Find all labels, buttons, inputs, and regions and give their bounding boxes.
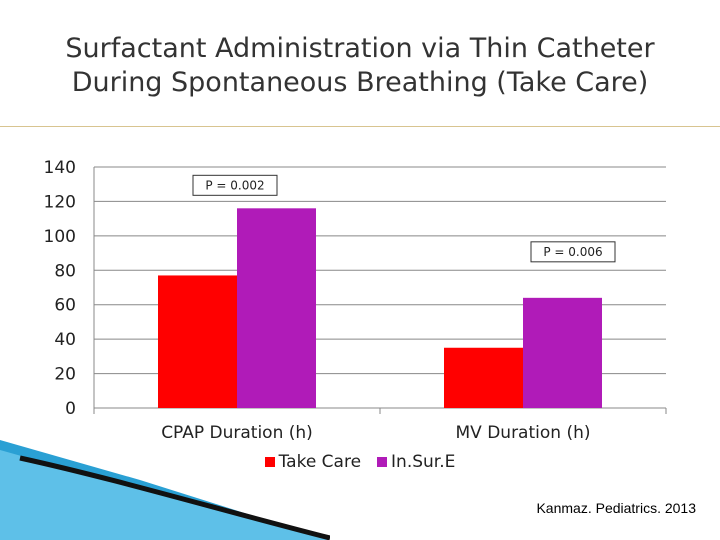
- legend-swatch-insure: [377, 457, 388, 467]
- swoosh-dark-stroke: [19, 455, 330, 540]
- bar-insure: [523, 297, 602, 408]
- y-tick-label: 0: [65, 399, 76, 419]
- bar-insure: [237, 208, 316, 408]
- p-value-label: P = 0.006: [543, 245, 602, 259]
- legend-label-take-care: Take Care: [278, 452, 362, 472]
- x-category-label: CPAP Duration (h): [161, 423, 313, 443]
- bar-take-care: [158, 275, 237, 408]
- y-tick-label: 80: [54, 261, 76, 281]
- y-tick-label: 100: [44, 227, 76, 247]
- citation: Kanmaz. Pediatrics. 2013: [536, 500, 696, 516]
- legend: Take Care In.Sur.E: [0, 452, 720, 472]
- bar-take-care: [444, 347, 523, 408]
- y-tick-labels: 0 20 40 60 80 100 120 140: [44, 158, 76, 419]
- bars: [158, 208, 602, 408]
- title-line-2: During Spontaneous Breathing (Take Care): [71, 67, 649, 98]
- x-category-label: MV Duration (h): [456, 423, 591, 443]
- p-value-box: [530, 241, 616, 263]
- title-divider: [0, 126, 720, 127]
- annotations: P = 0.002 P = 0.006: [192, 174, 616, 263]
- legend-label-insure: In.Sur.E: [391, 452, 456, 472]
- p-value-box: [192, 174, 278, 196]
- p-value-label: P = 0.002: [205, 178, 264, 192]
- y-tick-label: 20: [54, 365, 76, 385]
- decorative-swoosh: [0, 440, 330, 540]
- y-tick-label: 60: [54, 296, 76, 316]
- y-tick-label: 120: [44, 192, 76, 212]
- legend-item-insure: In.Sur.E: [377, 452, 455, 472]
- y-tick-label: 140: [44, 158, 76, 178]
- y-tick-label: 40: [54, 330, 76, 350]
- swoosh-light-shape: [0, 450, 330, 540]
- title-line-1: Surfactant Administration via Thin Cathe…: [65, 33, 655, 64]
- x-category-labels: CPAP Duration (h) MV Duration (h): [161, 423, 590, 443]
- legend-item-take-care: Take Care: [264, 452, 362, 472]
- legend-swatch-take-care: [264, 457, 275, 467]
- slide-title: Surfactant Administration via Thin Cathe…: [40, 32, 680, 100]
- bar-chart: 0 20 40 60 80 100 120 140 CPAP Duration (h) MV D…: [44, 158, 667, 443]
